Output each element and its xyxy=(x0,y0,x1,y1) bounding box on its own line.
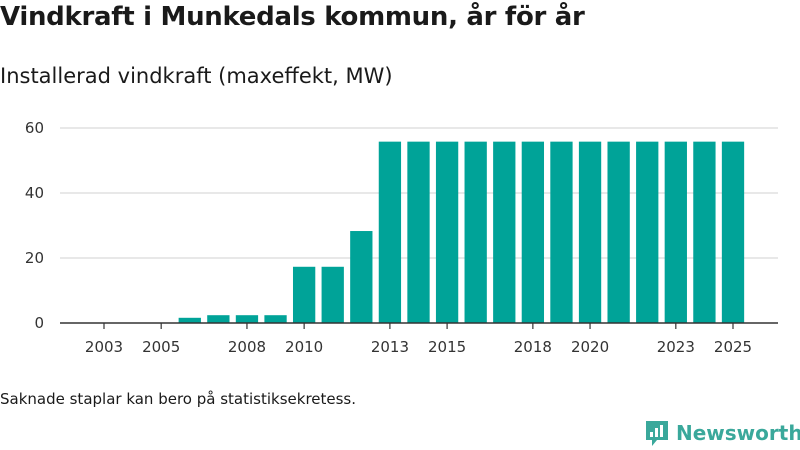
bars xyxy=(178,141,745,323)
brand[interactable]: Newsworthy xyxy=(644,419,800,447)
x-tick-label: 2015 xyxy=(428,338,466,356)
bar xyxy=(235,315,259,323)
bar xyxy=(207,315,230,323)
y-tick-label: 60 xyxy=(25,119,44,137)
bar xyxy=(321,266,344,323)
y-axis-labels: 0 20 40 60 xyxy=(25,119,44,332)
bar xyxy=(493,141,516,323)
bar xyxy=(607,141,630,323)
bar xyxy=(407,141,430,323)
chart-subtitle: Installerad vindkraft (maxeffekt, MW) xyxy=(0,64,393,88)
bar xyxy=(435,141,459,323)
bar xyxy=(464,141,487,323)
x-tick-label: 2023 xyxy=(657,338,695,356)
bar xyxy=(636,141,659,323)
x-tick-label: 2013 xyxy=(371,338,409,356)
bar xyxy=(693,141,716,323)
x-axis xyxy=(60,322,778,329)
x-tick-label: 2020 xyxy=(571,338,609,356)
bar xyxy=(350,231,373,323)
bar xyxy=(178,317,201,323)
newsworthy-logo-icon xyxy=(646,421,668,446)
bar xyxy=(521,141,545,323)
y-tick-label: 0 xyxy=(34,314,44,332)
bar xyxy=(378,141,402,323)
x-tick-label: 2003 xyxy=(85,338,123,356)
bar xyxy=(664,141,687,323)
chart-title: Vindkraft i Munkedals kommun, år för år xyxy=(0,2,585,32)
bar xyxy=(264,315,287,323)
x-tick-label: 2025 xyxy=(714,338,752,356)
x-tick-label: 2018 xyxy=(514,338,552,356)
x-tick-label: 2008 xyxy=(228,338,266,356)
footnote: Saknade staplar kan bero på statistiksek… xyxy=(0,390,357,408)
y-tick-label: 40 xyxy=(25,184,44,202)
y-tick-label: 20 xyxy=(25,249,44,267)
x-tick-label: 2005 xyxy=(142,338,180,356)
bar xyxy=(550,141,573,323)
brand-name: Newsworthy xyxy=(676,421,800,445)
bar xyxy=(721,141,745,323)
x-axis-labels: 2003 2005 2008 2010 2013 2015 2018 2020 2023 2025 xyxy=(85,338,752,356)
bar xyxy=(292,266,316,323)
bar xyxy=(578,141,602,323)
x-tick-label: 2010 xyxy=(285,338,323,356)
